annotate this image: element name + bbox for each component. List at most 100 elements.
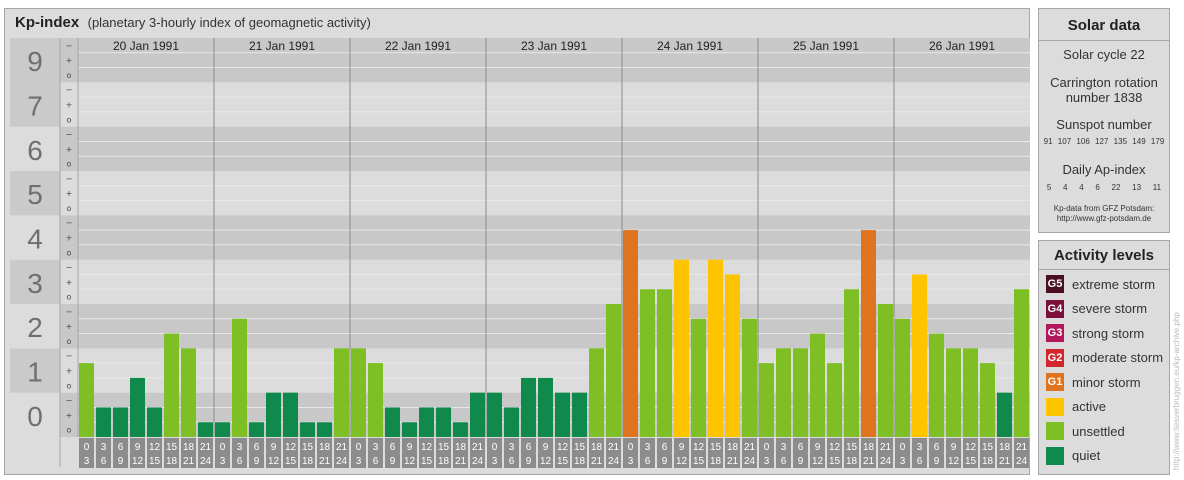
hour-cell <box>538 438 553 468</box>
hour-end-label: 3 <box>628 456 634 467</box>
kp-bar <box>657 289 672 437</box>
level-swatch <box>1046 446 1064 465</box>
hour-end-label: 24 <box>744 456 756 467</box>
solar-cycle: Solar cycle 22 <box>1063 47 1145 62</box>
y-axis-label: 6 <box>27 135 43 166</box>
subtick-label: + <box>66 411 73 420</box>
hour-end-label: 15 <box>693 456 705 467</box>
hour-cell <box>351 438 366 468</box>
level-label: strong storm <box>1072 325 1145 341</box>
hour-cell <box>419 438 434 468</box>
kp-bar <box>470 392 485 437</box>
hour-cell <box>368 438 383 468</box>
kp-bar <box>164 333 179 437</box>
hour-end-label: 6 <box>373 456 379 467</box>
hour-end-label: 3 <box>764 456 770 467</box>
hour-start-label: 0 <box>356 442 362 453</box>
subtick-label: + <box>66 56 73 65</box>
kp-bar <box>861 230 876 437</box>
day-label: 21 Jan 1991 <box>249 39 315 53</box>
y-axis-label: 3 <box>27 268 43 299</box>
subtick-label: o <box>67 71 72 80</box>
hour-start-label: 18 <box>863 442 875 453</box>
ap-index-label: Daily Ap-index <box>1062 162 1146 177</box>
y-axis-cell <box>10 38 60 83</box>
hour-cell <box>300 438 315 468</box>
kp-bar <box>436 407 451 437</box>
hour-start-label: 3 <box>237 442 243 453</box>
sunspot-value: 107 <box>1057 137 1072 146</box>
hour-cell <box>555 438 570 468</box>
subtick-label: o <box>67 204 72 213</box>
kp-bar <box>79 363 94 437</box>
kp-bar <box>334 348 349 437</box>
subtick-label: o <box>67 115 72 124</box>
kp-bar <box>419 407 434 437</box>
y-axis-cell <box>10 126 60 171</box>
kp-bar <box>691 318 706 437</box>
hour-end-label: 21 <box>999 456 1011 467</box>
level-label: minor storm <box>1072 374 1141 390</box>
sunspot-value: 149 <box>1132 137 1146 146</box>
activity-level-minor-storm: G1 minor storm <box>1046 373 1141 391</box>
subtick-label: − <box>66 174 73 183</box>
day-label: 22 Jan 1991 <box>385 39 451 53</box>
hour-end-label: 15 <box>149 456 161 467</box>
hour-cell <box>946 438 961 468</box>
hour-start-label: 21 <box>1016 442 1028 453</box>
hour-cell <box>487 438 502 468</box>
hour-end-label: 15 <box>965 456 977 467</box>
y-axis-cell <box>10 259 60 304</box>
hour-end-label: 6 <box>509 456 515 467</box>
ap-value: 13 <box>1132 183 1142 192</box>
subtick-label: − <box>66 352 73 361</box>
hour-start-label: 9 <box>271 442 277 453</box>
hour-end-label: 12 <box>132 456 144 467</box>
hour-start-label: 6 <box>662 442 668 453</box>
hour-end-label: 15 <box>829 456 841 467</box>
hour-cell <box>470 438 485 468</box>
hour-end-label: 6 <box>101 456 107 467</box>
hour-start-label: 15 <box>982 442 994 453</box>
activity-level-unsettled: unsettled <box>1046 422 1125 440</box>
hour-start-label: 18 <box>999 442 1011 453</box>
kp-bar <box>385 407 400 437</box>
y-axis-cell <box>10 304 60 349</box>
kp-bar <box>912 274 927 437</box>
level-label: extreme storm <box>1072 276 1156 292</box>
kp-band <box>60 82 1030 127</box>
kp-bar <box>725 274 740 437</box>
hour-cell <box>232 438 247 468</box>
level-swatch <box>1046 397 1064 416</box>
hour-end-label: 9 <box>390 456 396 467</box>
hour-start-label: 9 <box>135 442 141 453</box>
hour-end-label: 18 <box>166 456 178 467</box>
level-swatch <box>1046 422 1064 440</box>
hour-start-label: 3 <box>781 442 787 453</box>
hour-start-label: 0 <box>628 442 634 453</box>
hour-start-label: 15 <box>846 442 858 453</box>
activity-levels-title: Activity levels <box>1053 247 1155 264</box>
hour-cell <box>963 438 978 468</box>
kp-bar-chart: 0123456789o+−o+−o+−o+−o+−o+−o+−o+−o+−20 … <box>10 38 1030 468</box>
ap-value: 4 <box>1063 183 1068 192</box>
kp-bar <box>674 259 689 437</box>
activity-level-active: active <box>1046 397 1106 416</box>
hour-cell <box>623 438 638 468</box>
hour-start-label: 18 <box>183 442 195 453</box>
hour-start-label: 21 <box>200 442 212 453</box>
hour-start-label: 15 <box>166 442 178 453</box>
hour-start-label: 18 <box>727 442 739 453</box>
kp-bar <box>521 377 536 437</box>
hour-cell <box>164 438 179 468</box>
hour-start-label: 12 <box>285 442 297 453</box>
hour-end-label: 18 <box>710 456 722 467</box>
hour-start-label: 3 <box>917 442 923 453</box>
sunspot-value: 106 <box>1076 137 1090 146</box>
hour-end-label: 3 <box>900 456 906 467</box>
hour-end-label: 24 <box>472 456 484 467</box>
kp-bar <box>997 392 1012 437</box>
hour-start-label: 21 <box>608 442 620 453</box>
level-swatch: G3 <box>1046 324 1064 342</box>
day-label: 24 Jan 1991 <box>657 39 723 53</box>
